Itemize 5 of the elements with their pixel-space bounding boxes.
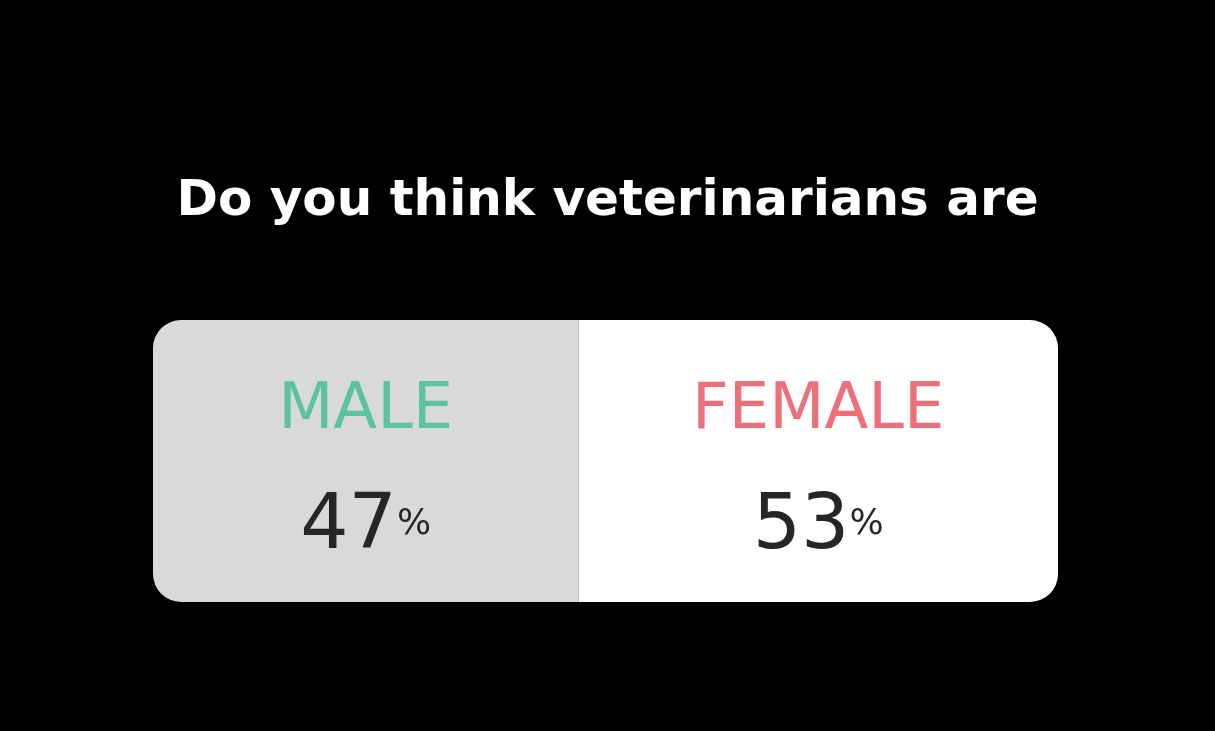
series-label: FEMALE xyxy=(692,369,945,443)
series-label: MALE xyxy=(278,369,454,443)
chart-title: Do you think veterinarians are xyxy=(176,169,1039,227)
data-label: 53% xyxy=(752,476,884,566)
data-label: 47% xyxy=(300,476,432,566)
